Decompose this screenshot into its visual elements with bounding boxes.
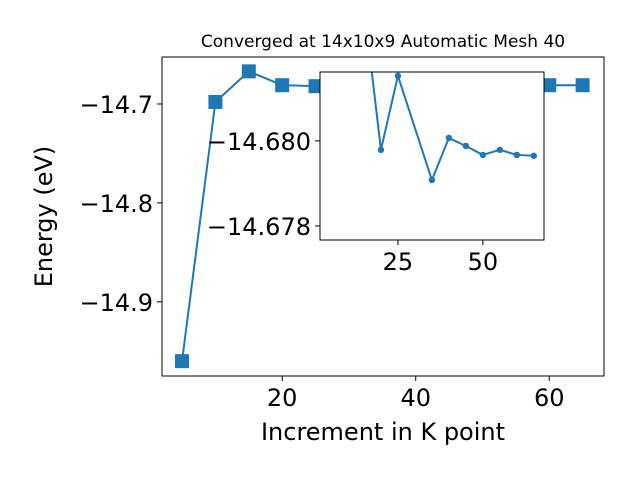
data-point xyxy=(361,2,367,8)
chart-title: Converged at 14x10x9 Automatic Mesh 40 xyxy=(201,32,565,52)
y-tick-label: −14.678 xyxy=(207,213,311,241)
data-line xyxy=(370,72,534,183)
x-tick-label: 50 xyxy=(468,248,499,276)
data-point xyxy=(275,78,290,93)
data-point xyxy=(394,72,402,80)
y-tick-label: −14.7 xyxy=(79,91,153,119)
plot-area xyxy=(361,2,538,184)
data-point xyxy=(428,176,436,184)
data-point xyxy=(175,354,190,369)
data-point xyxy=(513,151,521,159)
x-tick-label: 60 xyxy=(534,384,565,412)
x-tick-label: 40 xyxy=(400,384,431,412)
inset-background xyxy=(320,72,544,240)
axes-frame xyxy=(161,56,605,377)
data-point xyxy=(208,95,223,110)
x-axis-label: Increment in K point xyxy=(261,418,505,446)
data-point xyxy=(530,152,538,159)
y-tick-label: −14.9 xyxy=(79,289,153,317)
data-point xyxy=(462,142,470,150)
y-axis-label: Energy (eV) xyxy=(30,146,58,288)
data-point xyxy=(479,151,487,159)
data-point xyxy=(377,146,385,154)
axes-frame xyxy=(319,71,545,241)
data-point xyxy=(496,146,504,154)
x-tick-label: 25 xyxy=(383,248,414,276)
data-point xyxy=(241,64,256,79)
data-point xyxy=(575,78,590,93)
y-tick-label: −14.8 xyxy=(79,190,153,218)
plot-area xyxy=(175,64,590,369)
data-point xyxy=(445,134,453,142)
y-tick-label: −14.680 xyxy=(207,128,311,156)
data-point xyxy=(308,79,323,94)
data-point xyxy=(542,78,557,93)
x-tick-label: 20 xyxy=(267,384,298,412)
